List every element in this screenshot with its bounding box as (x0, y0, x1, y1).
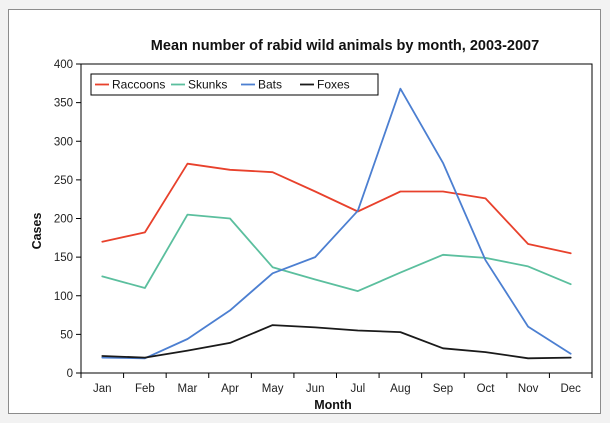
x-tick-label: Oct (477, 383, 496, 395)
y-tick-label: 350 (54, 98, 73, 110)
y-tick-label: 150 (54, 252, 73, 264)
chart-frame: Mean number of rabid wild animals by mon… (8, 9, 601, 414)
series-layer (101, 87, 572, 360)
x-tick-label: Apr (221, 383, 239, 395)
chart-title: Mean number of rabid wild animals by mon… (151, 38, 539, 54)
x-tick-label: Jul (350, 383, 365, 395)
y-tick-label: 300 (54, 136, 73, 148)
series-line-bats (101, 87, 572, 360)
legend-label-bats: Bats (258, 78, 282, 92)
x-tick-label: Mar (178, 383, 198, 395)
x-tick-label: Jan (93, 383, 112, 395)
x-tick-label: Sep (433, 383, 453, 395)
x-tick-label: May (262, 383, 284, 395)
legend: Raccoons Skunks Bats Foxes (90, 73, 379, 96)
series-line-raccoons (101, 162, 572, 255)
series-line-foxes (101, 324, 572, 360)
y-tick-label: 50 (60, 329, 73, 341)
legend-label-foxes: Foxes (317, 78, 350, 92)
x-tick-label: Aug (390, 383, 410, 395)
y-tick-label: 0 (67, 368, 73, 380)
x-tick-label: Dec (560, 383, 581, 395)
series-line-skunks (101, 213, 572, 293)
y-tick-label: 200 (54, 214, 73, 226)
legend-label-raccoons: Raccoons (112, 78, 165, 92)
y-tick-label: 400 (54, 59, 73, 71)
plot-area (80, 63, 593, 374)
legend-label-skunks: Skunks (188, 78, 227, 92)
x-axis: Jan Feb Mar Apr May Jun Jul Aug Sep Oct Nov Dec (80, 373, 593, 395)
x-tick-label: Feb (135, 383, 155, 395)
legend-box (90, 73, 379, 96)
y-tick-label: 250 (54, 175, 73, 187)
x-tick-label: Nov (518, 383, 539, 395)
y-axis-label: Cases (30, 213, 44, 250)
line-chart: Mean number of rabid wild animals by mon… (30, 38, 593, 412)
y-tick-label: 100 (54, 291, 73, 303)
y-axis: 0 50 100 150 200 250 300 350 400 (54, 59, 81, 380)
x-axis-label: Month (314, 398, 351, 412)
x-tick-label: Jun (306, 383, 325, 395)
